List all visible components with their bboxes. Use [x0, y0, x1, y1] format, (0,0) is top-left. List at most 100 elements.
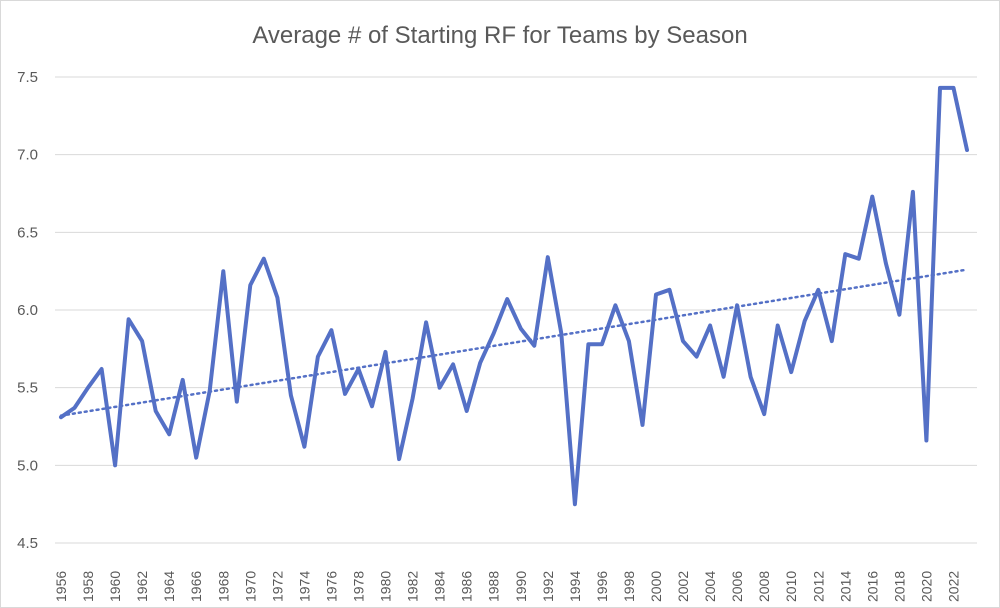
y-tick-label: 7.5	[17, 69, 38, 86]
data-point	[140, 339, 144, 343]
data-point	[749, 375, 753, 379]
chart-title: Average # of Starting RF for Teams by Se…	[252, 22, 747, 49]
y-tick-label: 6.5	[17, 224, 38, 241]
data-point	[965, 148, 969, 152]
x-tick-label: 1986	[459, 571, 475, 602]
data-point	[546, 255, 550, 259]
data-point	[803, 319, 807, 323]
data-point	[275, 296, 279, 300]
x-tick-label: 1956	[53, 571, 69, 602]
x-tick-label: 1976	[323, 571, 339, 602]
y-tick-label: 6.0	[17, 302, 38, 319]
x-tick-label: 1970	[242, 571, 258, 602]
data-point	[194, 456, 198, 460]
data-point	[857, 257, 861, 261]
y-axis-ticks: 4.5 5.0 5.5 6.0 6.5 7.0 7.5	[17, 69, 38, 552]
data-point	[316, 355, 320, 359]
x-axis-ticks: 1956 1958 1960 1962 1964 1966 1968 1970 1972 1974…	[53, 571, 961, 602]
data-point	[640, 423, 644, 427]
data-point	[722, 375, 726, 379]
data-point	[424, 320, 428, 324]
data-point	[884, 261, 888, 265]
data-point	[411, 397, 415, 401]
data-point	[843, 252, 847, 256]
x-tick-label: 2014	[837, 571, 853, 602]
x-tick-label: 1968	[215, 571, 231, 602]
x-tick-label: 2006	[729, 571, 745, 602]
data-point	[113, 463, 117, 467]
y-tick-label: 7.0	[17, 147, 38, 164]
data-point	[816, 288, 820, 292]
x-tick-label: 1972	[269, 571, 285, 602]
data-point	[938, 86, 942, 90]
x-tick-label: 1996	[594, 571, 610, 602]
data-point	[370, 404, 374, 408]
data-point	[478, 361, 482, 365]
data-point	[627, 339, 631, 343]
data-point	[613, 303, 617, 307]
x-tick-label: 1988	[486, 571, 502, 602]
data-point	[248, 283, 252, 287]
x-tick-label: 2020	[918, 571, 934, 602]
data-point	[302, 445, 306, 449]
data-point	[789, 370, 793, 374]
data-point	[384, 350, 388, 354]
data-point	[586, 342, 590, 346]
data-point	[167, 432, 171, 436]
x-tick-label: 2010	[783, 571, 799, 602]
data-point	[154, 409, 158, 413]
x-tick-label: 1966	[188, 571, 204, 602]
x-tick-label: 1978	[350, 571, 366, 602]
data-point	[397, 457, 401, 461]
data-point	[451, 362, 455, 366]
series-line	[59, 85, 969, 507]
data-point	[668, 288, 672, 292]
series-layer	[59, 85, 969, 507]
data-point	[438, 386, 442, 390]
x-tick-label: 1990	[513, 571, 529, 602]
data-point	[897, 313, 901, 317]
data-point	[695, 355, 699, 359]
data-point	[289, 393, 293, 397]
x-tick-label: 1962	[134, 571, 150, 602]
x-tick-label: 1974	[296, 571, 312, 602]
data-point	[762, 412, 766, 416]
data-point	[654, 292, 658, 296]
x-tick-label: 1992	[540, 571, 556, 602]
y-tick-label: 5.5	[17, 380, 38, 397]
x-tick-label: 2018	[891, 571, 907, 602]
x-tick-label: 2000	[648, 571, 664, 602]
y-tick-label: 4.5	[17, 535, 38, 552]
data-point	[505, 297, 509, 301]
x-tick-label: 1984	[432, 571, 448, 602]
x-tick-label: 2004	[702, 571, 718, 602]
x-tick-label: 1958	[80, 571, 96, 602]
x-tick-label: 2016	[864, 571, 880, 602]
data-point	[86, 386, 90, 390]
data-point	[127, 317, 131, 321]
data-point	[776, 324, 780, 328]
data-point	[329, 328, 333, 332]
data-point	[519, 327, 523, 331]
x-tick-label: 1980	[378, 571, 394, 602]
data-point	[870, 195, 874, 199]
data-point	[492, 331, 496, 335]
data-point	[262, 257, 266, 261]
x-tick-label: 2002	[675, 571, 691, 602]
data-point	[951, 86, 955, 90]
data-point	[924, 438, 928, 442]
data-point	[708, 324, 712, 328]
x-tick-label: 2008	[756, 571, 772, 602]
x-tick-label: 1960	[107, 571, 123, 602]
trendline	[59, 268, 969, 417]
data-point	[532, 344, 536, 348]
x-tick-label: 1982	[405, 571, 421, 602]
data-point	[600, 342, 604, 346]
data-point	[73, 406, 77, 410]
data-point	[100, 367, 104, 371]
data-point	[221, 269, 225, 273]
x-tick-label: 2012	[810, 571, 826, 602]
data-point	[911, 190, 915, 194]
